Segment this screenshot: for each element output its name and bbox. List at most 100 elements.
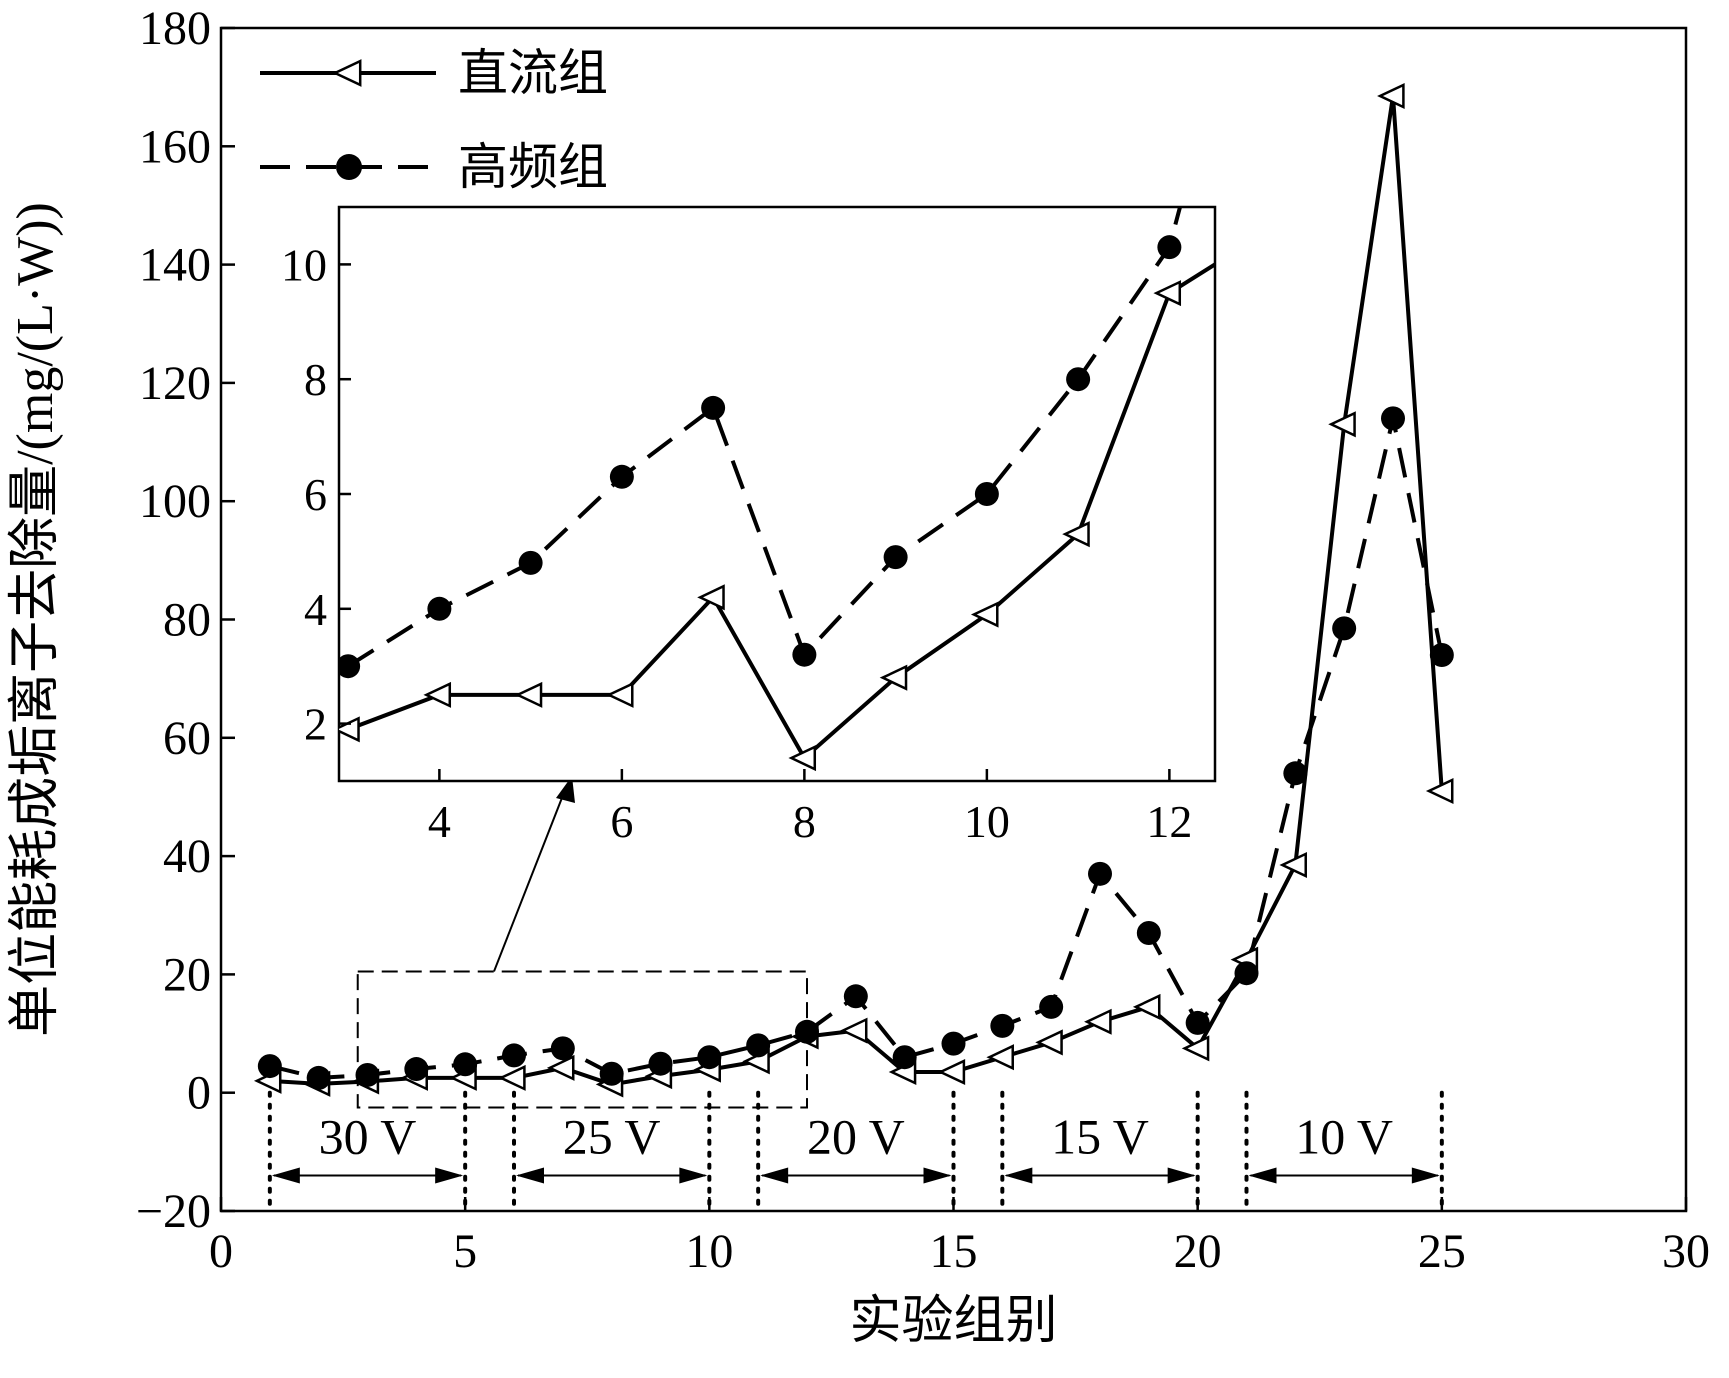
dc-point	[1279, 851, 1307, 878]
legend-label-dc: 直流组	[458, 45, 608, 101]
x-tick-label: 30	[1662, 1225, 1710, 1278]
hf-point	[306, 1065, 331, 1090]
inset-y-tick-label: 6	[304, 469, 327, 520]
x-axis-title: 实验组别	[849, 1293, 1057, 1350]
section-arrow-right	[1411, 1167, 1440, 1184]
plot-area: 30 V 25 V 20 V 15 V 10 V	[253, 82, 1454, 1211]
hf-point	[1136, 920, 1161, 945]
hf-point	[746, 1033, 771, 1058]
hf-point	[843, 984, 868, 1009]
section-label: 20 V	[807, 1109, 905, 1165]
x-tick-label: 5	[453, 1225, 477, 1278]
inset-y-tick-label: 4	[304, 584, 327, 635]
inset-hf-point	[792, 642, 817, 667]
hf-point	[550, 1036, 575, 1061]
section-arrow-right	[435, 1167, 464, 1184]
hf-point	[1039, 994, 1064, 1019]
hf-point	[990, 1013, 1015, 1038]
y-tick-label: 80	[163, 594, 211, 647]
dc-point	[937, 1058, 966, 1086]
section-label: 25 V	[563, 1109, 661, 1165]
section-arrow-left	[760, 1167, 789, 1184]
y-tick-label: 180	[139, 2, 211, 55]
inset-hf-point	[883, 545, 908, 570]
section-label: 30 V	[319, 1109, 417, 1165]
dc-point	[1425, 778, 1454, 805]
inset-x-tick-label: 6	[610, 796, 633, 847]
hf-point	[1185, 1010, 1210, 1035]
hf-point	[697, 1045, 722, 1070]
zoom-arrow-head	[556, 776, 575, 803]
x-tick-label: 20	[1174, 1225, 1222, 1278]
dc-point	[1181, 1035, 1210, 1062]
y-tick-label: −20	[136, 1185, 211, 1238]
inset-dc-point	[1153, 280, 1182, 307]
hf-point	[1088, 861, 1112, 886]
inset-dc-point	[423, 681, 452, 708]
inset-dc-point	[1062, 521, 1090, 548]
legend-marker-dc	[332, 59, 362, 87]
inset-y-tick-label: 2	[304, 699, 327, 750]
section-arrow-left	[1004, 1167, 1033, 1184]
section-arrow-left	[1248, 1167, 1277, 1184]
inset-hf-point	[427, 596, 452, 621]
section-label: 15 V	[1051, 1109, 1149, 1165]
inset-dc-point	[879, 664, 908, 691]
dc-point	[1035, 1029, 1063, 1056]
dc-point	[986, 1044, 1014, 1071]
hf-point	[1234, 961, 1259, 986]
hf-point	[1332, 616, 1357, 641]
y-tick-label: 0	[187, 1067, 211, 1120]
inset-hf-point	[609, 464, 634, 489]
x-tick-label: 15	[930, 1225, 978, 1278]
hf-point	[648, 1051, 673, 1076]
y-tick-label: 160	[139, 120, 211, 173]
y-tick-label: 120	[139, 357, 211, 410]
dc-point	[1377, 82, 1405, 110]
dc-point	[1132, 993, 1161, 1020]
y-tick-label: 20	[163, 948, 211, 1001]
zoom-region	[356, 970, 808, 1109]
inset-dc-point	[970, 601, 999, 628]
inset-dc-point	[788, 745, 817, 772]
legend-label-hf: 高频组	[458, 139, 608, 195]
section-arrow-left	[271, 1167, 300, 1184]
dc-point	[498, 1064, 526, 1091]
y-tick-label: 140	[139, 239, 211, 292]
hf-point	[1429, 642, 1454, 667]
section-arrow-right	[923, 1167, 952, 1184]
hf-point	[1283, 761, 1308, 786]
hf-point	[941, 1031, 966, 1056]
inset-hf-point	[518, 550, 543, 575]
inset-y-tick-label: 10	[281, 239, 327, 290]
inset-hf-point	[1066, 367, 1091, 392]
hf-point	[404, 1057, 429, 1082]
section-arrow-left	[516, 1167, 544, 1184]
hf-point	[1381, 406, 1405, 431]
inset-x-tick-label: 8	[793, 796, 816, 847]
y-axis-title: 单位能耗成垢离子去除量/(mg/(L·W))	[7, 202, 64, 1037]
hf-point	[599, 1061, 624, 1086]
zoom-arrow-line	[493, 784, 568, 972]
legend-marker-hf	[336, 154, 362, 180]
inset-hf-point	[1157, 235, 1182, 260]
inset-hf-point	[974, 482, 999, 506]
dc-point	[546, 1054, 575, 1081]
inset-dc-point	[514, 681, 543, 708]
inset-x-tick-label: 12	[1146, 796, 1192, 847]
inset-hf-point	[701, 395, 726, 420]
inset-y-tick-label: 8	[304, 354, 327, 405]
inset-plot-area	[339, 207, 1215, 772]
hf-point	[892, 1045, 917, 1070]
section-label: 10 V	[1295, 1109, 1393, 1165]
y-tick-label: 100	[139, 475, 211, 528]
dc-point	[1084, 1008, 1112, 1035]
hf-point	[355, 1062, 380, 1087]
x-tick-label: 25	[1418, 1225, 1466, 1278]
y-tick-label: 60	[163, 712, 211, 765]
inset-x-tick-label: 10	[964, 796, 1010, 847]
inset-frame	[337, 205, 1217, 783]
y-tick-label: 40	[163, 830, 211, 883]
